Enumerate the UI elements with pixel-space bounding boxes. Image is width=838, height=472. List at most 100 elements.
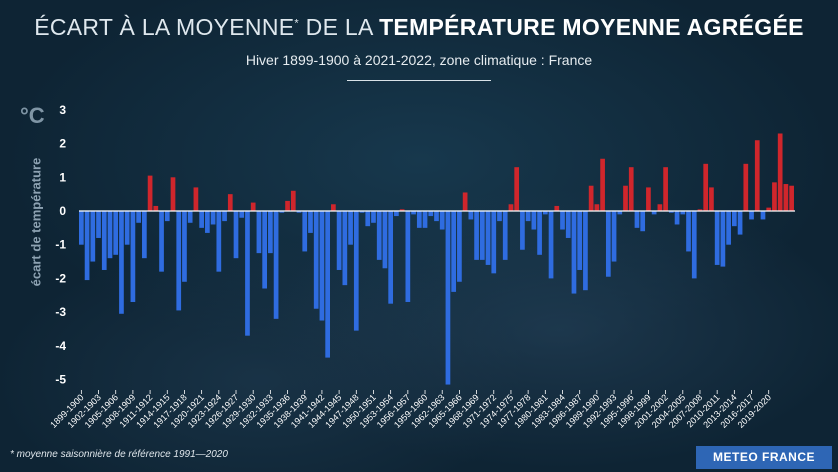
bar xyxy=(394,211,399,217)
bar xyxy=(651,211,657,215)
bar xyxy=(485,211,491,265)
bar xyxy=(331,204,336,211)
bar xyxy=(709,187,714,211)
bar xyxy=(497,211,502,222)
bar xyxy=(772,182,777,211)
bar xyxy=(250,202,256,211)
bar xyxy=(216,211,222,272)
bar xyxy=(605,211,611,277)
bar xyxy=(697,209,703,211)
bar xyxy=(353,211,359,331)
bar xyxy=(273,211,279,319)
bar xyxy=(107,211,113,259)
bar xyxy=(147,175,153,211)
bar xyxy=(142,211,147,259)
y-tick-label: -1 xyxy=(55,238,66,252)
bar xyxy=(554,205,560,211)
bar xyxy=(520,211,525,250)
bar xyxy=(743,163,749,211)
bar xyxy=(663,167,668,211)
bar xyxy=(611,211,617,262)
bar xyxy=(668,211,674,213)
bar xyxy=(468,211,474,220)
bar xyxy=(308,211,313,233)
bar xyxy=(290,190,296,211)
bar xyxy=(640,211,646,232)
bar xyxy=(336,211,342,270)
title-bold: TEMPÉRATURE MOYENNE AGRÉGÉE xyxy=(379,14,804,40)
bar xyxy=(124,211,130,245)
bar xyxy=(239,211,245,218)
bar xyxy=(514,167,520,211)
bar xyxy=(164,211,170,222)
bar xyxy=(159,211,164,272)
bar xyxy=(474,211,479,260)
bar xyxy=(376,211,382,260)
bar xyxy=(749,211,754,220)
bar xyxy=(623,185,628,211)
bar xyxy=(537,211,542,255)
bar xyxy=(388,211,394,304)
unit-label: °C xyxy=(20,103,45,128)
y-tick-label: -5 xyxy=(55,373,66,387)
bar xyxy=(245,211,250,336)
y-tick-label: 0 xyxy=(59,204,66,218)
bar xyxy=(101,211,107,270)
bar xyxy=(617,211,623,215)
bar xyxy=(502,211,508,260)
chart-title: ÉCART À LA MOYENNE* DE LA TEMPÉRATURE MO… xyxy=(0,14,838,41)
bar xyxy=(600,158,605,211)
title-part2: DE LA xyxy=(298,14,380,40)
bar xyxy=(90,211,96,262)
bar xyxy=(462,192,468,211)
bar xyxy=(479,211,485,260)
y-tick-label: -2 xyxy=(55,271,66,285)
bar xyxy=(199,211,204,228)
bar xyxy=(359,211,365,213)
bar xyxy=(268,211,273,254)
y-tick-label: -3 xyxy=(55,305,66,319)
bar xyxy=(382,211,388,269)
bar xyxy=(348,211,353,245)
bar xyxy=(416,211,422,228)
bar xyxy=(634,211,640,228)
bar xyxy=(428,211,434,217)
bar xyxy=(731,211,737,227)
chart-subtitle: Hiver 1899-1900 à 2021-2022, zone climat… xyxy=(245,52,593,68)
bar xyxy=(783,184,789,211)
bar xyxy=(577,211,583,270)
bar xyxy=(285,200,290,211)
bar xyxy=(296,211,302,213)
bar xyxy=(531,211,537,230)
title-divider xyxy=(347,80,491,81)
bar xyxy=(789,185,794,211)
bar xyxy=(96,211,101,238)
bar xyxy=(588,185,594,211)
bar xyxy=(187,211,193,223)
bar xyxy=(279,211,285,213)
bar xyxy=(170,177,176,211)
bar xyxy=(571,211,577,294)
bar xyxy=(262,211,267,289)
bar xyxy=(594,204,600,211)
bar xyxy=(760,211,766,220)
bar xyxy=(457,211,462,282)
bar xyxy=(674,211,680,225)
bar xyxy=(153,205,159,211)
y-tick-label: 3 xyxy=(59,103,66,117)
bar xyxy=(542,211,548,215)
bar xyxy=(714,211,720,265)
bar xyxy=(548,211,554,279)
bar xyxy=(691,211,697,279)
bar xyxy=(657,204,663,211)
bar xyxy=(365,211,371,227)
bar xyxy=(491,211,497,274)
bar xyxy=(79,211,84,245)
bar xyxy=(405,211,411,302)
bar xyxy=(325,211,330,358)
bar xyxy=(182,211,187,282)
bar xyxy=(565,211,571,238)
bar xyxy=(222,211,227,222)
bar xyxy=(525,211,531,222)
bar xyxy=(754,140,760,211)
